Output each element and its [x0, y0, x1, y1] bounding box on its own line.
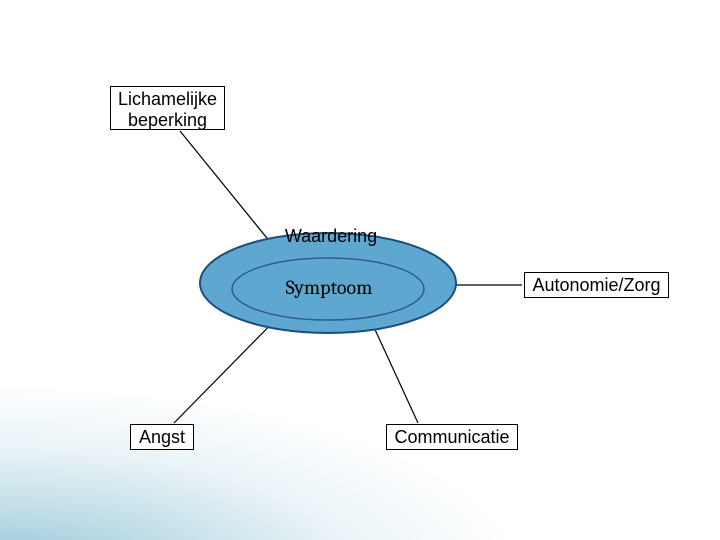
symptoom-label: Symptoom [284, 276, 374, 299]
lichamelijke-beperking-box: Lichamelijkebeperking [110, 86, 225, 130]
diagram-svg [0, 0, 720, 540]
angst-box: Angst [130, 424, 194, 450]
communicatie-box: Communicatie [386, 424, 518, 450]
autonomie-zorg-box: Autonomie/Zorg [524, 272, 669, 298]
waardering-label: Waardering [281, 226, 381, 247]
slide-canvas: Lichamelijkebeperking Angst Communicatie… [0, 0, 720, 540]
